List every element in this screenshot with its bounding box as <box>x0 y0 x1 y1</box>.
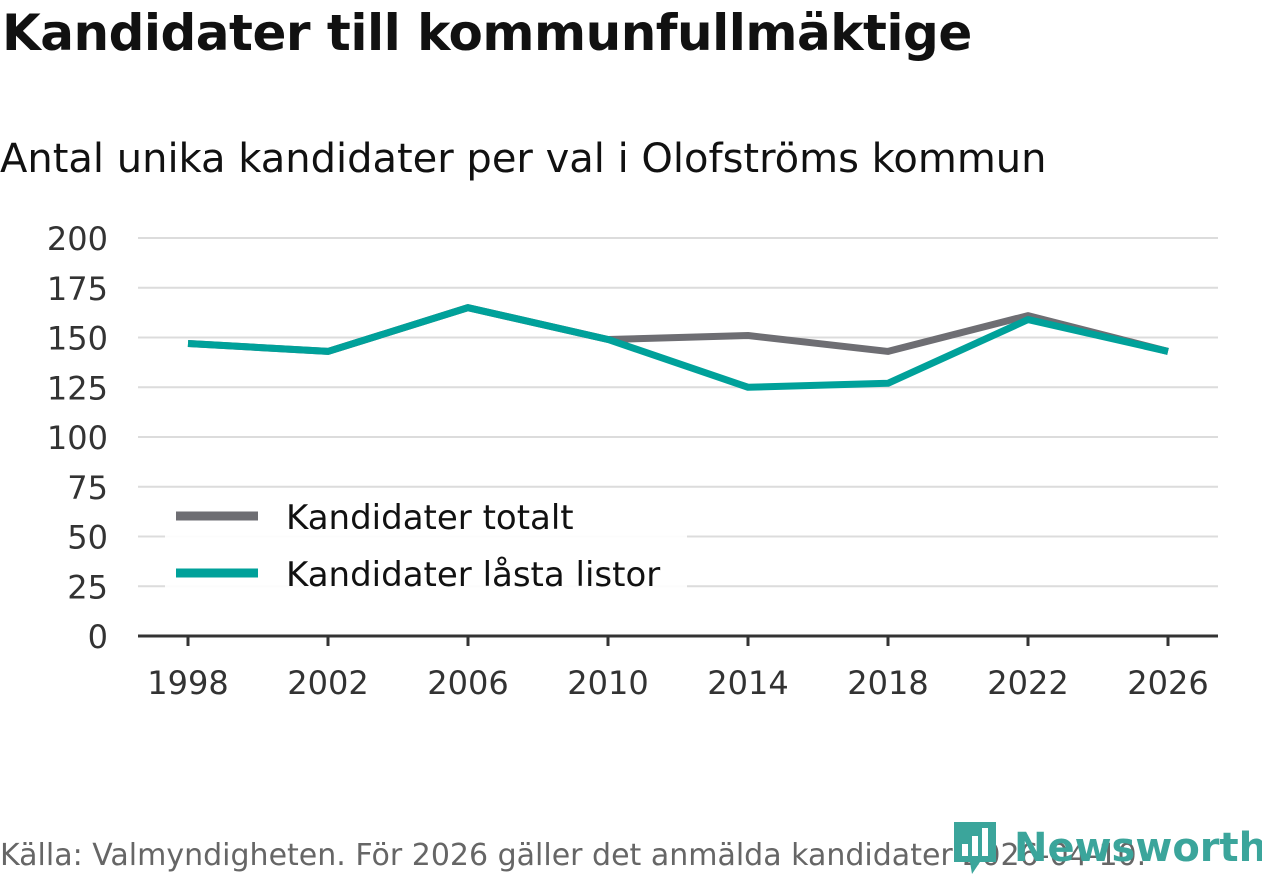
x-axis <box>138 634 1218 646</box>
chart-title: Kandidater till kommunfullmäktige <box>2 4 972 62</box>
series-lines <box>187 304 1169 391</box>
chart-subtitle: Antal unika kandidater per val i Olofstr… <box>0 136 1047 182</box>
x-tick-label: 2010 <box>567 664 648 702</box>
y-axis-tick-labels: 0 25 50 75 100 125 150 175 200 <box>47 220 108 656</box>
y-tick-label: 25 <box>67 568 108 606</box>
bar-chart-speech-bubble-icon <box>954 822 996 874</box>
x-tick-label: 2006 <box>427 664 508 702</box>
series-line-lasta-listor <box>187 304 1169 391</box>
y-tick-label: 0 <box>88 618 108 656</box>
y-tick-label: 75 <box>67 469 108 507</box>
x-tick-label: 2026 <box>1127 664 1208 702</box>
y-tick-label: 50 <box>67 519 108 557</box>
brand-logo: Newsworthy <box>950 818 1262 878</box>
legend-background <box>165 488 687 600</box>
x-tick-label: 2014 <box>707 664 788 702</box>
y-tick-label: 125 <box>47 369 108 407</box>
grid-lines <box>138 237 1218 588</box>
legend-label: Kandidater låsta listor <box>286 555 660 595</box>
y-tick-label: 150 <box>47 320 108 358</box>
y-tick-label: 100 <box>47 419 108 457</box>
legend: Kandidater totalt Kandidater låsta listor <box>165 488 687 600</box>
x-tick-label: 2002 <box>287 664 368 702</box>
x-tick-label: 1998 <box>147 664 228 702</box>
x-tick-label: 2022 <box>987 664 1068 702</box>
x-tick-label: 2018 <box>847 664 928 702</box>
y-tick-label: 175 <box>47 270 108 308</box>
legend-label: Kandidater totalt <box>286 498 574 538</box>
y-tick-label: 200 <box>47 220 108 258</box>
x-axis-tick-labels: 1998 2002 2006 2010 2014 2018 2022 2026 <box>147 664 1208 702</box>
brand-name: Newsworthy <box>1014 825 1262 871</box>
series-line-totalt <box>187 304 1169 355</box>
